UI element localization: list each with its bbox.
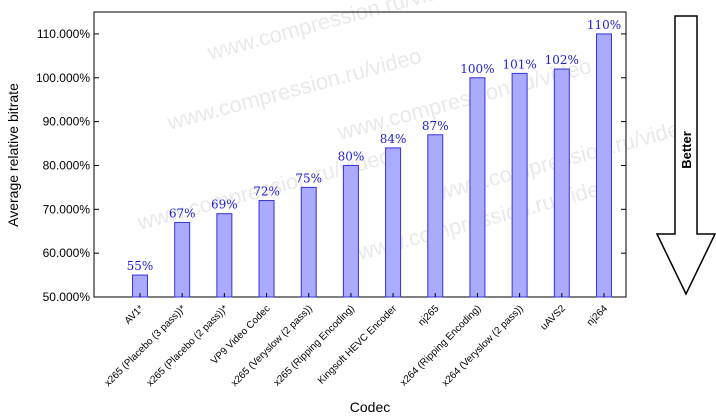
data-labels: 55% 67% 69% 72% 75% 80% 84% 87% 100% 101% 102% 110% [127, 18, 621, 273]
x-tick-label: Kingsoft HEVC Encoder [316, 303, 400, 387]
y-axis: 50.000% 60.000% 70.000% 80.000% 90.000% 100.0… [36, 27, 626, 304]
data-label: 80% [338, 149, 365, 163]
bar [553, 68, 570, 298]
better-arrow-shape [655, 15, 716, 296]
bar [595, 33, 612, 298]
better-arrow: Better [655, 15, 716, 296]
data-label: 72% [253, 185, 280, 199]
bar [342, 164, 359, 298]
bar [427, 134, 444, 298]
x-tick-label: AV1* [123, 303, 146, 326]
data-label: 87% [422, 119, 449, 133]
bar [511, 72, 528, 298]
better-label: Better [679, 131, 694, 169]
x-tick-label: x265 (Placebo (3 pass))* [103, 303, 189, 389]
x-tick-label: x265 (Ripping Encoding) [272, 303, 357, 388]
data-label: 102% [545, 53, 579, 67]
data-label: 67% [169, 206, 196, 220]
y-tick-label: 60.000% [43, 246, 91, 260]
x-axis-label: Codec [350, 399, 390, 415]
bar [258, 200, 275, 298]
data-label: 75% [295, 171, 322, 185]
bar [300, 186, 317, 298]
bar [174, 221, 191, 298]
x-tick-label: x265 (Placebo (2 pass))* [145, 303, 231, 389]
data-label: 100% [460, 62, 494, 76]
y-tick-label: 70.000% [43, 202, 91, 216]
x-tick-label: nj265 [416, 303, 441, 328]
x-tick-label: uAVS2 [539, 303, 569, 333]
bars [132, 33, 612, 298]
bar [469, 77, 486, 298]
watermark-text: www.compression.ru/video [204, 0, 464, 65]
plot-frame [93, 11, 627, 298]
y-tick-label: 80.000% [43, 158, 91, 172]
y-axis-label: Average relative bitrate [5, 83, 21, 227]
data-label: 110% [587, 18, 621, 32]
y-tick-label: 110.000% [37, 27, 90, 41]
y-tick-label: 50.000% [43, 290, 91, 304]
y-tick-label: 90.000% [43, 115, 91, 129]
data-label: 55% [127, 259, 154, 273]
data-label: 84% [380, 132, 407, 146]
data-label: 69% [211, 198, 238, 212]
x-tick-label: nj264 [585, 303, 610, 328]
x-tick-label: x265 (Veryslow (2 pass)) [229, 303, 315, 389]
data-label: 101% [502, 57, 536, 71]
x-tick-label: x264 (Veryslow (2 pass)) [440, 303, 526, 389]
x-tick-label: x264 (Ripping Encoding) [398, 303, 483, 388]
x-axis: AV1*x265 (Placebo (3 pass))*x265 (Placeb… [103, 293, 610, 389]
y-tick-label: 100.000% [36, 71, 90, 85]
bar [216, 213, 233, 298]
bar [385, 147, 402, 298]
